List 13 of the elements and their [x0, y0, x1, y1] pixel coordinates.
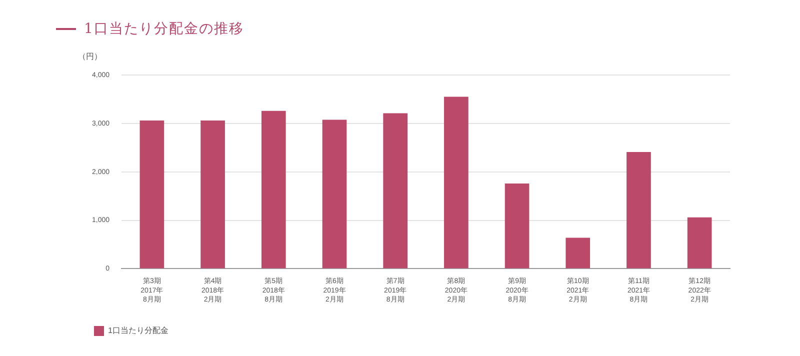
bar	[383, 113, 408, 268]
bar	[444, 96, 468, 268]
bar	[261, 110, 286, 268]
legend-label: 1口当たり分配金	[108, 326, 168, 336]
bar	[200, 120, 225, 268]
bar	[566, 238, 590, 268]
bar	[687, 217, 712, 268]
bar	[322, 120, 347, 268]
y-axis-title: （円）	[78, 52, 102, 62]
bar	[504, 183, 530, 268]
bar	[626, 152, 651, 268]
chart-title: 1口当たり分配金の推移	[84, 20, 244, 38]
bar	[140, 120, 164, 268]
